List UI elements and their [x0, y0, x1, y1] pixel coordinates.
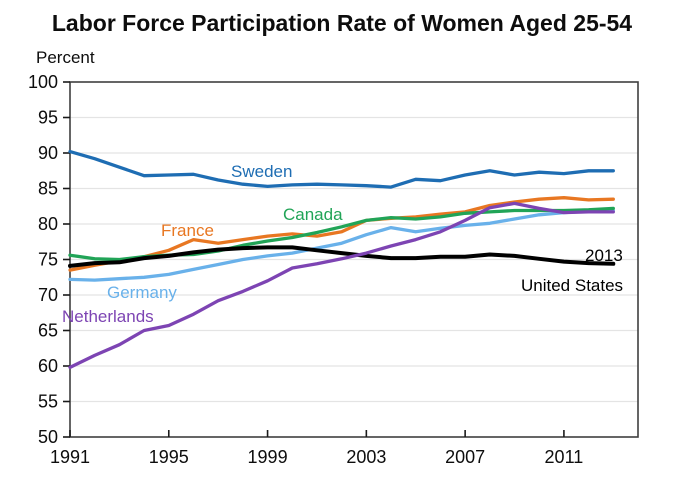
- y-axis-tick-label: 70: [38, 285, 58, 305]
- series-label-canada: Canada: [283, 205, 343, 224]
- chart-title: Labor Force Participation Rate of Women …: [51, 10, 633, 36]
- series-label-france: France: [161, 221, 214, 240]
- y-axis-tick-label: 75: [38, 250, 58, 270]
- x-axis-tick-label: 2003: [346, 447, 386, 467]
- y-axis-unit-label: Percent: [36, 48, 95, 67]
- series-line-germany: [68, 208, 615, 282]
- annotation-2013: 2013: [585, 246, 623, 265]
- series-line-united-states: [68, 245, 616, 268]
- y-axis-tick-label: 50: [38, 427, 58, 447]
- series-label-united-states: United States: [521, 276, 623, 295]
- x-axis-tick-label: 1995: [149, 447, 189, 467]
- y-axis-tick-label: 90: [38, 143, 58, 163]
- y-axis-tick-label: 65: [38, 321, 58, 341]
- x-axis-tick-label: 2011: [545, 447, 584, 467]
- series-label-germany: Germany: [107, 283, 177, 302]
- x-axis-tick-label: 1991: [50, 447, 90, 467]
- y-axis-tick-label: 80: [38, 214, 58, 234]
- y-axis-tick-label: 95: [38, 108, 58, 128]
- y-axis-tick-label: 60: [38, 356, 58, 376]
- x-axis-tick-label: 1999: [248, 447, 288, 467]
- series-label-netherlands: Netherlands: [62, 307, 154, 326]
- y-axis-tick-label: 55: [38, 392, 58, 412]
- y-axis-tick-label: 85: [38, 179, 58, 199]
- series-line-netherlands: [68, 201, 615, 370]
- series-line-france: [68, 196, 615, 272]
- y-axis-tick-label: 100: [28, 72, 58, 92]
- x-axis-tick-label: 2007: [445, 447, 485, 467]
- series-line-sweden: [68, 149, 615, 189]
- series-label-sweden: Sweden: [231, 162, 292, 181]
